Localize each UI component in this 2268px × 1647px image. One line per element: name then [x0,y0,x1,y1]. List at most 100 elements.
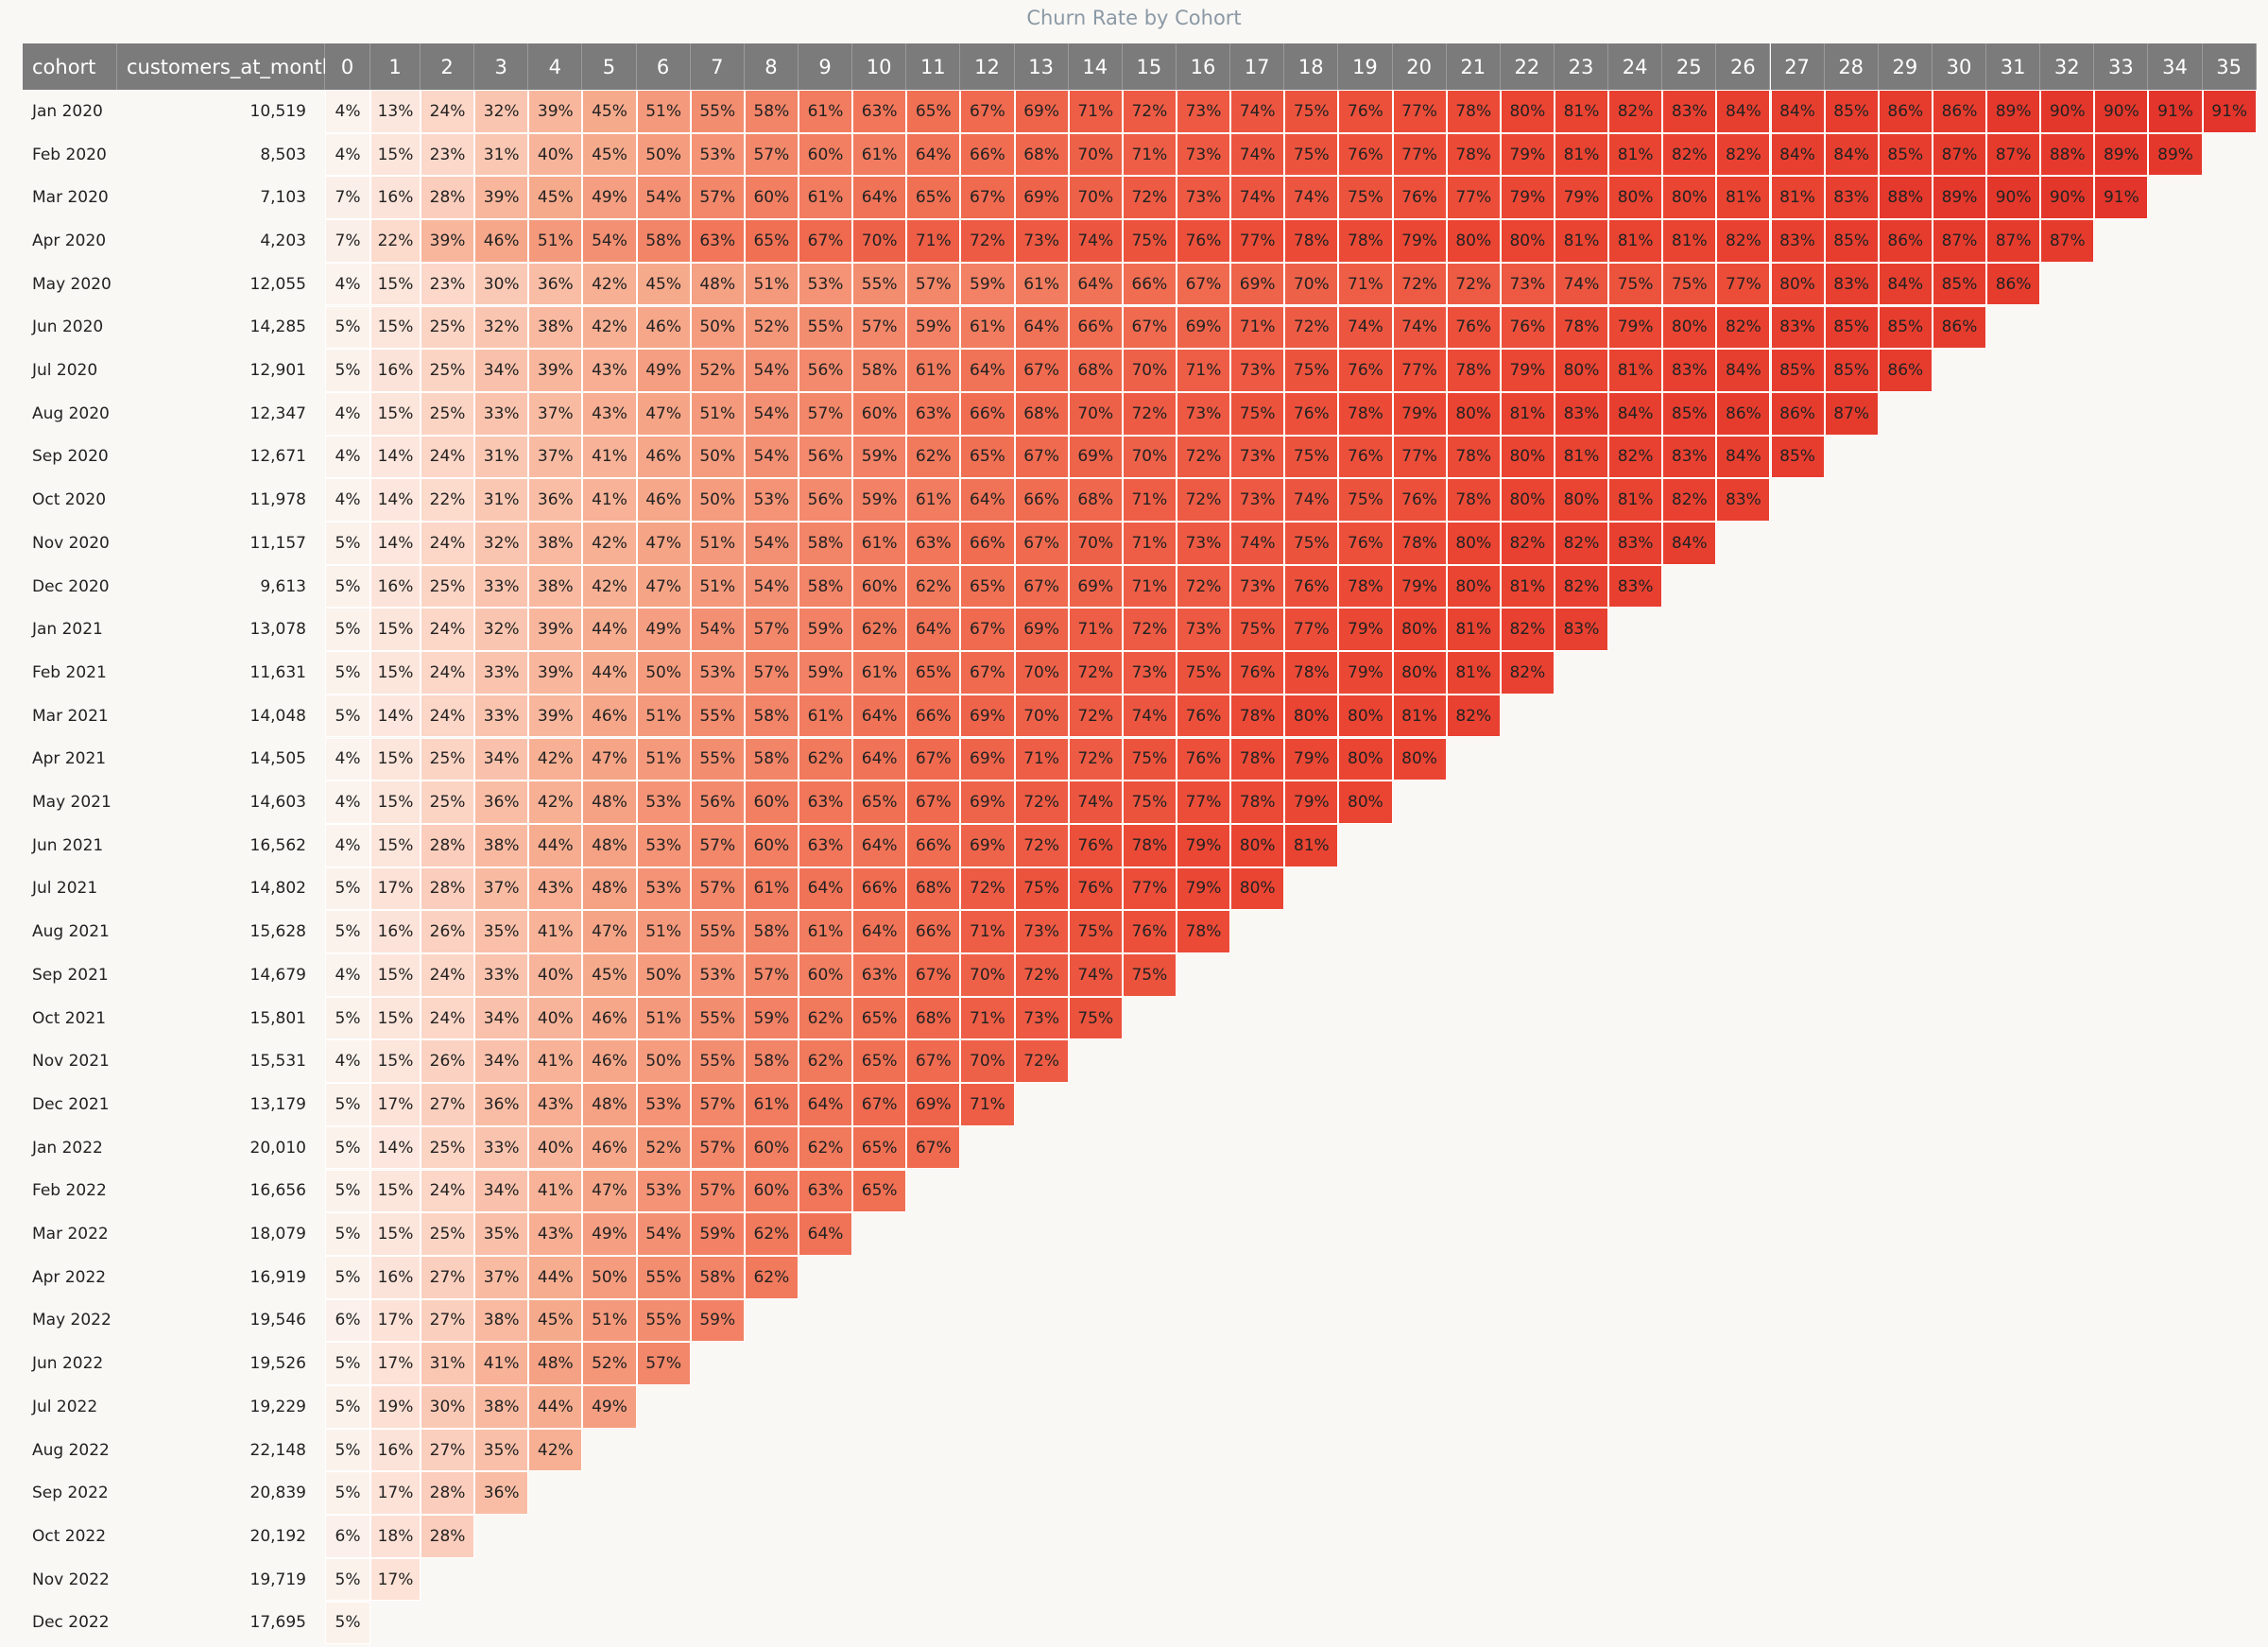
churn-cell: 80% [1446,564,1501,609]
churn-cell: 40% [528,132,583,177]
churn-cell: 19% [370,1385,421,1429]
customer-count: 20,839 [249,1484,306,1503]
churn-cell: 83% [1662,90,1717,133]
churn-cell: 59% [852,435,907,479]
churn-cell: 79% [1284,781,1339,824]
churn-cell: 42% [582,522,637,565]
churn-cell: 87% [1986,132,2041,177]
churn-cell: 72% [960,219,1015,263]
churn-cell: 63% [798,1169,853,1213]
churn-cell: 75% [1338,176,1393,220]
churn-cell: 83% [1662,349,1717,392]
churn-cell: 71% [960,910,1015,953]
churn-cell: 70% [1068,132,1123,177]
customer-count: 15,628 [249,922,306,942]
churn-cell: 84% [1662,522,1717,565]
churn-cell: 22% [370,219,421,263]
churn-cell: 54% [744,349,799,392]
churn-cell: 67% [852,1083,907,1126]
customer-count: 10,519 [249,101,306,121]
churn-cell: 84% [1608,391,1663,436]
churn-cell: 76% [1392,478,1447,522]
churn-cell: 43% [528,866,583,911]
churn-cell: 52% [690,349,745,392]
customer-count: 17,695 [249,1613,306,1633]
churn-cell: 16% [370,176,421,220]
churn-cell: 67% [906,781,961,824]
churn-cell: 80% [1446,391,1501,436]
churn-cell: 24% [421,522,475,565]
churn-cell: 64% [852,694,907,738]
churn-cell: 61% [798,910,853,953]
churn-cell: 47% [582,910,637,953]
churn-cell: 74% [1068,953,1123,997]
churn-cell: 74% [1230,90,1285,133]
churn-cell: 72% [1068,694,1123,738]
churn-cell: 36% [474,781,529,824]
churn-cell: 76% [1068,823,1123,867]
churn-cell: 72% [1176,478,1231,522]
churn-cell: 57% [906,262,961,306]
customer-count: 14,285 [249,317,306,337]
churn-cell: 34% [474,996,529,1040]
churn-cell: 60% [798,132,853,177]
churn-cell: 58% [798,564,853,609]
churn-cell: 71% [906,219,961,263]
churn-cell: 79% [1392,564,1447,609]
churn-cell: 54% [744,435,799,479]
churn-cell: 80% [1500,435,1555,479]
churn-cell: 83% [1554,608,1609,652]
churn-cell: 53% [744,478,799,522]
churn-cell: 25% [421,737,475,781]
churn-cell: 57% [690,176,745,220]
churn-cell: 54% [582,219,637,263]
churn-cell: 28% [421,176,475,220]
churn-cell: 44% [528,1255,583,1299]
churn-cell: 64% [852,176,907,220]
churn-cell: 76% [1338,90,1393,133]
churn-cell: 40% [528,953,583,997]
customer-count: 14,048 [249,706,306,726]
churn-cell: 32% [474,522,529,565]
churn-cell: 73% [1014,910,1069,953]
churn-cell: 82% [1446,694,1501,738]
churn-cell: 66% [906,823,961,867]
churn-cell: 14% [370,1125,421,1170]
churn-cell: 86% [1878,349,1933,392]
churn-cell: 91% [2202,90,2257,133]
churn-cell: 55% [690,737,745,781]
churn-cell: 64% [1014,305,1069,350]
customer-count: 14,603 [249,793,306,813]
churn-cell: 39% [421,219,475,263]
churn-cell: 88% [1878,176,1933,220]
customer-count: 16,562 [249,835,306,855]
churn-cell: 77% [1392,349,1447,392]
churn-cell: 79% [1338,608,1393,652]
customer-count: 11,631 [249,662,306,682]
churn-cell: 15% [370,823,421,867]
churn-cell: 68% [906,996,961,1040]
churn-cell: 76% [1176,737,1231,781]
churn-cell: 81% [1500,564,1555,609]
churn-cell: 36% [528,478,583,522]
churn-cell: 46% [582,996,637,1040]
churn-cell: 69% [1014,608,1069,652]
column-header: 10 [852,43,907,90]
churn-cell: 42% [582,305,637,350]
churn-cell: 45% [582,953,637,997]
churn-cell: 76% [1338,132,1393,177]
churn-cell: 22% [421,478,475,522]
churn-cell: 51% [582,1298,637,1343]
churn-cell: 71% [1122,132,1177,177]
churn-cell: 79% [1608,305,1663,350]
churn-cell: 74% [1284,176,1339,220]
churn-cell: 71% [1068,608,1123,652]
churn-cell: 4% [325,435,370,479]
churn-cell: 60% [744,1169,799,1213]
churn-cell: 35% [474,1212,529,1256]
churn-cell: 39% [528,651,583,695]
churn-cell: 4% [325,90,370,133]
column-header: 3 [474,43,529,90]
column-header: 22 [1500,43,1555,90]
churn-cell: 54% [744,564,799,609]
